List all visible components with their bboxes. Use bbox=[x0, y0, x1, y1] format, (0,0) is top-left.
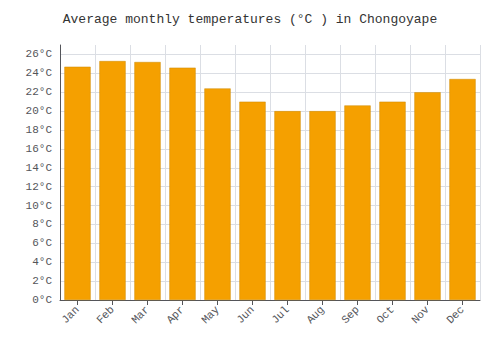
svg-text:4°C: 4°C bbox=[32, 256, 52, 268]
svg-text:8°C: 8°C bbox=[32, 218, 52, 230]
svg-text:10°C: 10°C bbox=[26, 200, 53, 212]
svg-text:Mar: Mar bbox=[129, 304, 151, 326]
svg-text:Dec: Dec bbox=[444, 304, 466, 326]
svg-text:Apr: Apr bbox=[164, 304, 186, 326]
svg-text:May: May bbox=[199, 303, 222, 326]
svg-text:Jan: Jan bbox=[59, 304, 81, 326]
svg-text:26°C: 26°C bbox=[26, 48, 53, 60]
svg-text:Oct: Oct bbox=[374, 304, 396, 326]
svg-text:6°C: 6°C bbox=[32, 237, 52, 249]
svg-text:Nov: Nov bbox=[409, 303, 432, 326]
svg-text:16°C: 16°C bbox=[26, 143, 53, 155]
svg-text:0°C: 0°C bbox=[32, 294, 52, 306]
svg-text:Jun: Jun bbox=[234, 304, 256, 326]
svg-text:14°C: 14°C bbox=[26, 162, 53, 174]
svg-text:Sep: Sep bbox=[339, 304, 361, 326]
svg-text:Feb: Feb bbox=[94, 304, 116, 326]
svg-text:Average monthly temperatures (: Average monthly temperatures (°C ) in Ch… bbox=[63, 12, 437, 27]
svg-text:Jul: Jul bbox=[269, 304, 291, 326]
svg-text:22°C: 22°C bbox=[26, 86, 53, 98]
svg-text:Aug: Aug bbox=[304, 304, 326, 326]
svg-text:20°C: 20°C bbox=[26, 105, 53, 117]
svg-text:18°C: 18°C bbox=[26, 124, 53, 136]
svg-text:24°C: 24°C bbox=[26, 67, 53, 79]
svg-text:2°C: 2°C bbox=[32, 275, 52, 287]
svg-text:12°C: 12°C bbox=[26, 181, 53, 193]
